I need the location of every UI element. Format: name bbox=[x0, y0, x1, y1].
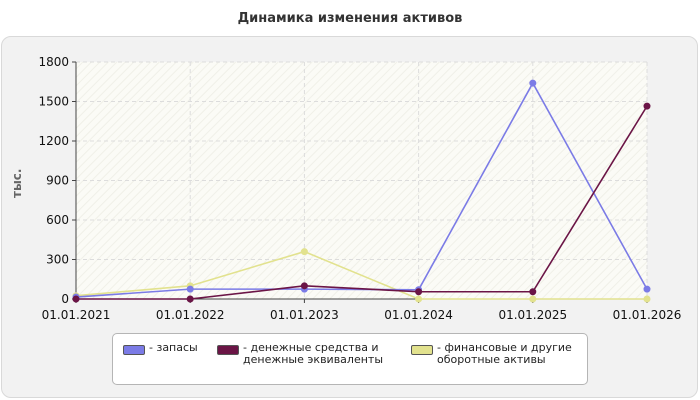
data-point bbox=[186, 285, 194, 293]
legend-swatch-zapasy bbox=[123, 345, 145, 355]
legend-label-cash: - денежные средства и денежные эквивален… bbox=[243, 341, 384, 366]
x-tick-label: 01.01.2023 bbox=[270, 308, 339, 322]
data-point bbox=[643, 285, 651, 293]
data-point bbox=[643, 295, 651, 303]
x-tick-label: 01.01.2026 bbox=[613, 308, 682, 322]
x-tick-label: 01.01.2022 bbox=[156, 308, 225, 322]
y-tick-label: 0 bbox=[61, 292, 69, 306]
y-tick-label: 300 bbox=[46, 253, 69, 267]
data-point bbox=[300, 282, 308, 290]
data-point bbox=[529, 288, 537, 296]
legend-item-financial: - финансовые и другие оборотные активы bbox=[411, 342, 572, 366]
data-point bbox=[643, 102, 651, 110]
y-tick-label: 1800 bbox=[38, 55, 69, 69]
data-point bbox=[186, 295, 194, 303]
data-point bbox=[529, 295, 537, 303]
y-tick-label: 900 bbox=[46, 174, 69, 188]
legend-item-zapasy: - запасы bbox=[123, 342, 198, 355]
y-axis-label: тыс. bbox=[10, 168, 24, 198]
y-tick-label: 1500 bbox=[38, 95, 69, 109]
legend-item-cash: - денежные средства и денежные эквивален… bbox=[217, 342, 383, 366]
legend-label-zapasy: - запасы bbox=[149, 341, 198, 354]
legend-label-financial: - финансовые и другие оборотные активы bbox=[437, 341, 572, 366]
legend: - запасы - денежные средства и денежные … bbox=[112, 333, 588, 385]
legend-swatch-financial bbox=[411, 345, 433, 355]
legend-swatch-cash bbox=[217, 345, 239, 355]
data-point bbox=[415, 295, 423, 303]
data-point bbox=[415, 288, 423, 296]
x-tick-label: 01.01.2021 bbox=[42, 308, 111, 322]
series-1 bbox=[72, 102, 651, 303]
series-line bbox=[76, 105, 648, 300]
tick-labels: 0 300 600 900 1200 1500 1800 01.01.2021 01.01.20… bbox=[38, 55, 681, 322]
data-point bbox=[529, 79, 537, 87]
x-tick-label: 01.01.2025 bbox=[498, 308, 567, 322]
y-tick-label: 1200 bbox=[38, 134, 69, 148]
chart-title: Динамика изменения активов bbox=[237, 11, 463, 26]
data-point bbox=[72, 295, 80, 303]
series-lines bbox=[72, 79, 651, 303]
data-point bbox=[300, 248, 308, 256]
series-line bbox=[75, 250, 647, 300]
gridlines bbox=[76, 61, 648, 299]
x-tick-label: 01.01.2024 bbox=[384, 308, 453, 322]
y-tick-label: 600 bbox=[46, 213, 69, 227]
